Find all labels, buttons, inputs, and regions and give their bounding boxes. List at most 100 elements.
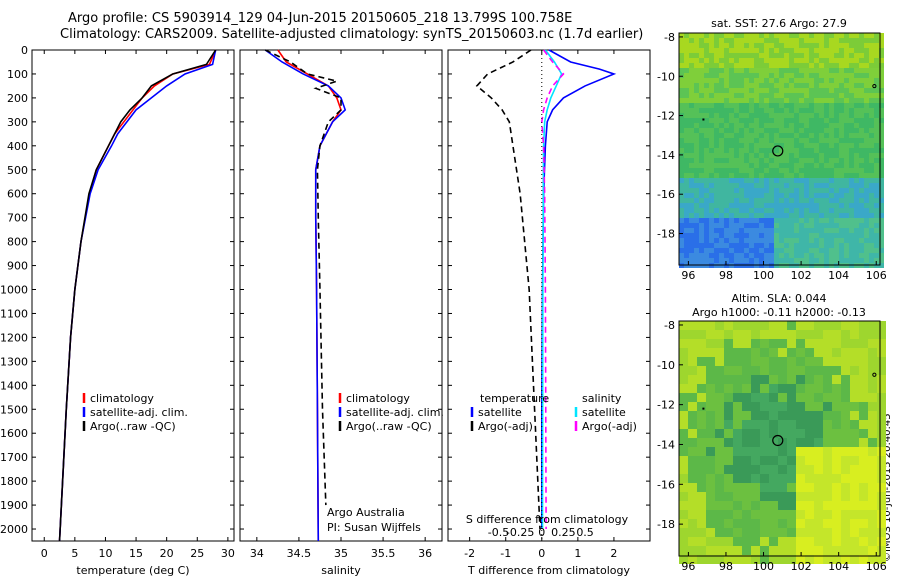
map-x-tick-label-sla-map: 100	[753, 560, 774, 573]
sal-legend-entry: satellite-adj. clim.	[346, 406, 444, 419]
heatmap-sla-map	[679, 321, 886, 564]
sla-map-subtitle: Argo h1000: -0.11 h2000: -0.13	[692, 306, 866, 319]
diff-legend-sal-entry: Argo(-adj)	[582, 420, 637, 433]
y-tick-label: 300	[7, 116, 28, 129]
x-tick-label-salinity: 34	[250, 547, 264, 560]
x-tick-label-differences: 0	[538, 547, 545, 560]
diff-legend-header: salinity	[582, 392, 622, 405]
title-line2: Climatology: CARS2009. Satellite-adjuste…	[60, 27, 644, 42]
x-tick-label-temperature: 0	[41, 547, 48, 560]
owner-annotation: Argo Australia	[327, 506, 405, 519]
map-x-tick-label-sst-map: 102	[791, 269, 812, 282]
map-y-tick-label-sst-map: -10	[657, 70, 675, 83]
s-diff-tick-label: -0.5	[488, 526, 509, 539]
s-diff-tick-label: 0	[538, 526, 545, 539]
x-tick-label-differences: -1	[500, 547, 511, 560]
x-tick-label-salinity: 36	[418, 547, 432, 560]
map-y-tick-label-sst-map: -18	[657, 228, 675, 241]
map-x-tick-label-sla-map: 98	[719, 560, 733, 573]
map-y-tick-label-sla-map: -16	[657, 478, 675, 491]
x-tick-label-salinity: 34.5	[287, 547, 312, 560]
y-tick-label: 1900	[0, 499, 28, 512]
y-tick-label: 1400	[0, 379, 28, 392]
axes-frame-differences	[447, 49, 651, 542]
s-diff-tick-label: -0.25	[506, 526, 534, 539]
x-axis-label-differences: T difference from climatology	[467, 564, 630, 577]
y-tick-label: 1500	[0, 403, 28, 416]
x-tick-label-temperature: 20	[160, 547, 174, 560]
map-frame-sla-map	[678, 320, 881, 557]
map-x-tick-label-sst-map: 100	[753, 269, 774, 282]
y-tick-label: 1600	[0, 427, 28, 440]
y-tick-label: 1700	[0, 451, 28, 464]
y-tick-label: 500	[7, 164, 28, 177]
y-tick-label: 2000	[0, 523, 28, 536]
y-tick-label: 200	[7, 92, 28, 105]
series-line-salinity-2	[264, 49, 342, 506]
y-tick-label: 600	[7, 188, 28, 201]
y-tick-label: 0	[21, 44, 28, 57]
series-line-differences-3	[540, 49, 565, 530]
map-x-tick-label-sst-map: 96	[681, 269, 695, 282]
temp-legend-entry: Argo(..raw -QC)	[90, 420, 176, 433]
island-marker-sst-map	[872, 83, 877, 89]
series-line-temperature-2	[58, 49, 217, 542]
x-tick-label-differences: 1	[574, 547, 581, 560]
map-x-tick-label-sst-map: 98	[719, 269, 733, 282]
y-tick-label: 1300	[0, 355, 28, 368]
sla-map-title: Altim. SLA: 0.044	[731, 292, 826, 305]
y-tick-label: 700	[7, 212, 28, 225]
map-x-tick-label-sla-map: 104	[828, 560, 849, 573]
map-x-tick-label-sst-map: 104	[828, 269, 849, 282]
map-y-tick-label-sla-map: -8	[664, 319, 675, 332]
y-tick-label: 800	[7, 236, 28, 249]
x-tick-label-temperature: 25	[190, 547, 204, 560]
y-tick-label: 900	[7, 260, 28, 273]
diff-legend-temp-entry: Argo(-adj)	[478, 420, 533, 433]
title-line1: Argo profile: CS 5903914_129 04-Jun-2015…	[68, 11, 573, 26]
argo-position-marker-sla-map	[772, 434, 784, 447]
x-tick-label-temperature: 15	[129, 547, 143, 560]
map-x-tick-label-sla-map: 102	[791, 560, 812, 573]
y-tick-label: 400	[7, 140, 28, 153]
y-tick-label: 1200	[0, 331, 28, 344]
sst-map-title: sat. SST: 27.6 Argo: 27.9	[711, 17, 847, 30]
diff-legend-header: temperature	[480, 392, 549, 405]
map-y-tick-label-sla-map: -18	[657, 518, 675, 531]
sal-legend-entry: Argo(..raw -QC)	[346, 420, 432, 433]
series-line-differences-0	[540, 49, 617, 530]
s-diff-tick-label: 0.25	[551, 526, 576, 539]
x-tick-label-salinity: 35	[334, 547, 348, 560]
pi-annotation: PI: Susan Wijffels	[327, 521, 421, 534]
series-line-temperature-1	[58, 49, 217, 542]
y-tick-label: 1100	[0, 307, 28, 320]
y-tick-label: 100	[7, 68, 28, 81]
map-x-tick-label-sst-map: 106	[866, 269, 887, 282]
x-axis-label-temperature: temperature (deg C)	[76, 564, 189, 577]
map-y-tick-label-sla-map: -14	[657, 438, 675, 451]
s-diff-tick-label: 0.5	[576, 526, 594, 539]
s-diff-axis-label: S difference from climatology	[466, 513, 629, 526]
series-line-temperature-0	[58, 49, 217, 542]
x-tick-label-differences: 2	[610, 547, 617, 560]
axes-frame-salinity	[239, 49, 443, 542]
map-y-tick-label-sla-map: -12	[657, 399, 675, 412]
island-marker-sst-map	[702, 118, 705, 121]
x-axis-label-salinity: salinity	[321, 564, 361, 577]
argo-position-marker-sst-map	[772, 145, 784, 157]
x-tick-label-salinity: 35.5	[371, 547, 396, 560]
island-marker-sla-map	[872, 372, 877, 377]
sal-legend-entry: climatology	[346, 392, 410, 405]
x-tick-label-temperature: 30	[221, 547, 235, 560]
series-line-differences-1	[475, 49, 541, 530]
x-tick-label-temperature: 5	[71, 547, 78, 560]
map-frame-sst-map	[678, 32, 881, 266]
y-tick-label: 1000	[0, 284, 28, 297]
series-line-salinity-1	[264, 49, 347, 542]
diff-legend-sal-entry: satellite	[582, 406, 626, 419]
y-tick-label: 1800	[0, 475, 28, 488]
map-y-tick-label-sst-map: -16	[657, 188, 675, 201]
x-tick-label-differences: -2	[464, 547, 475, 560]
diff-legend-temp-entry: satellite	[478, 406, 522, 419]
